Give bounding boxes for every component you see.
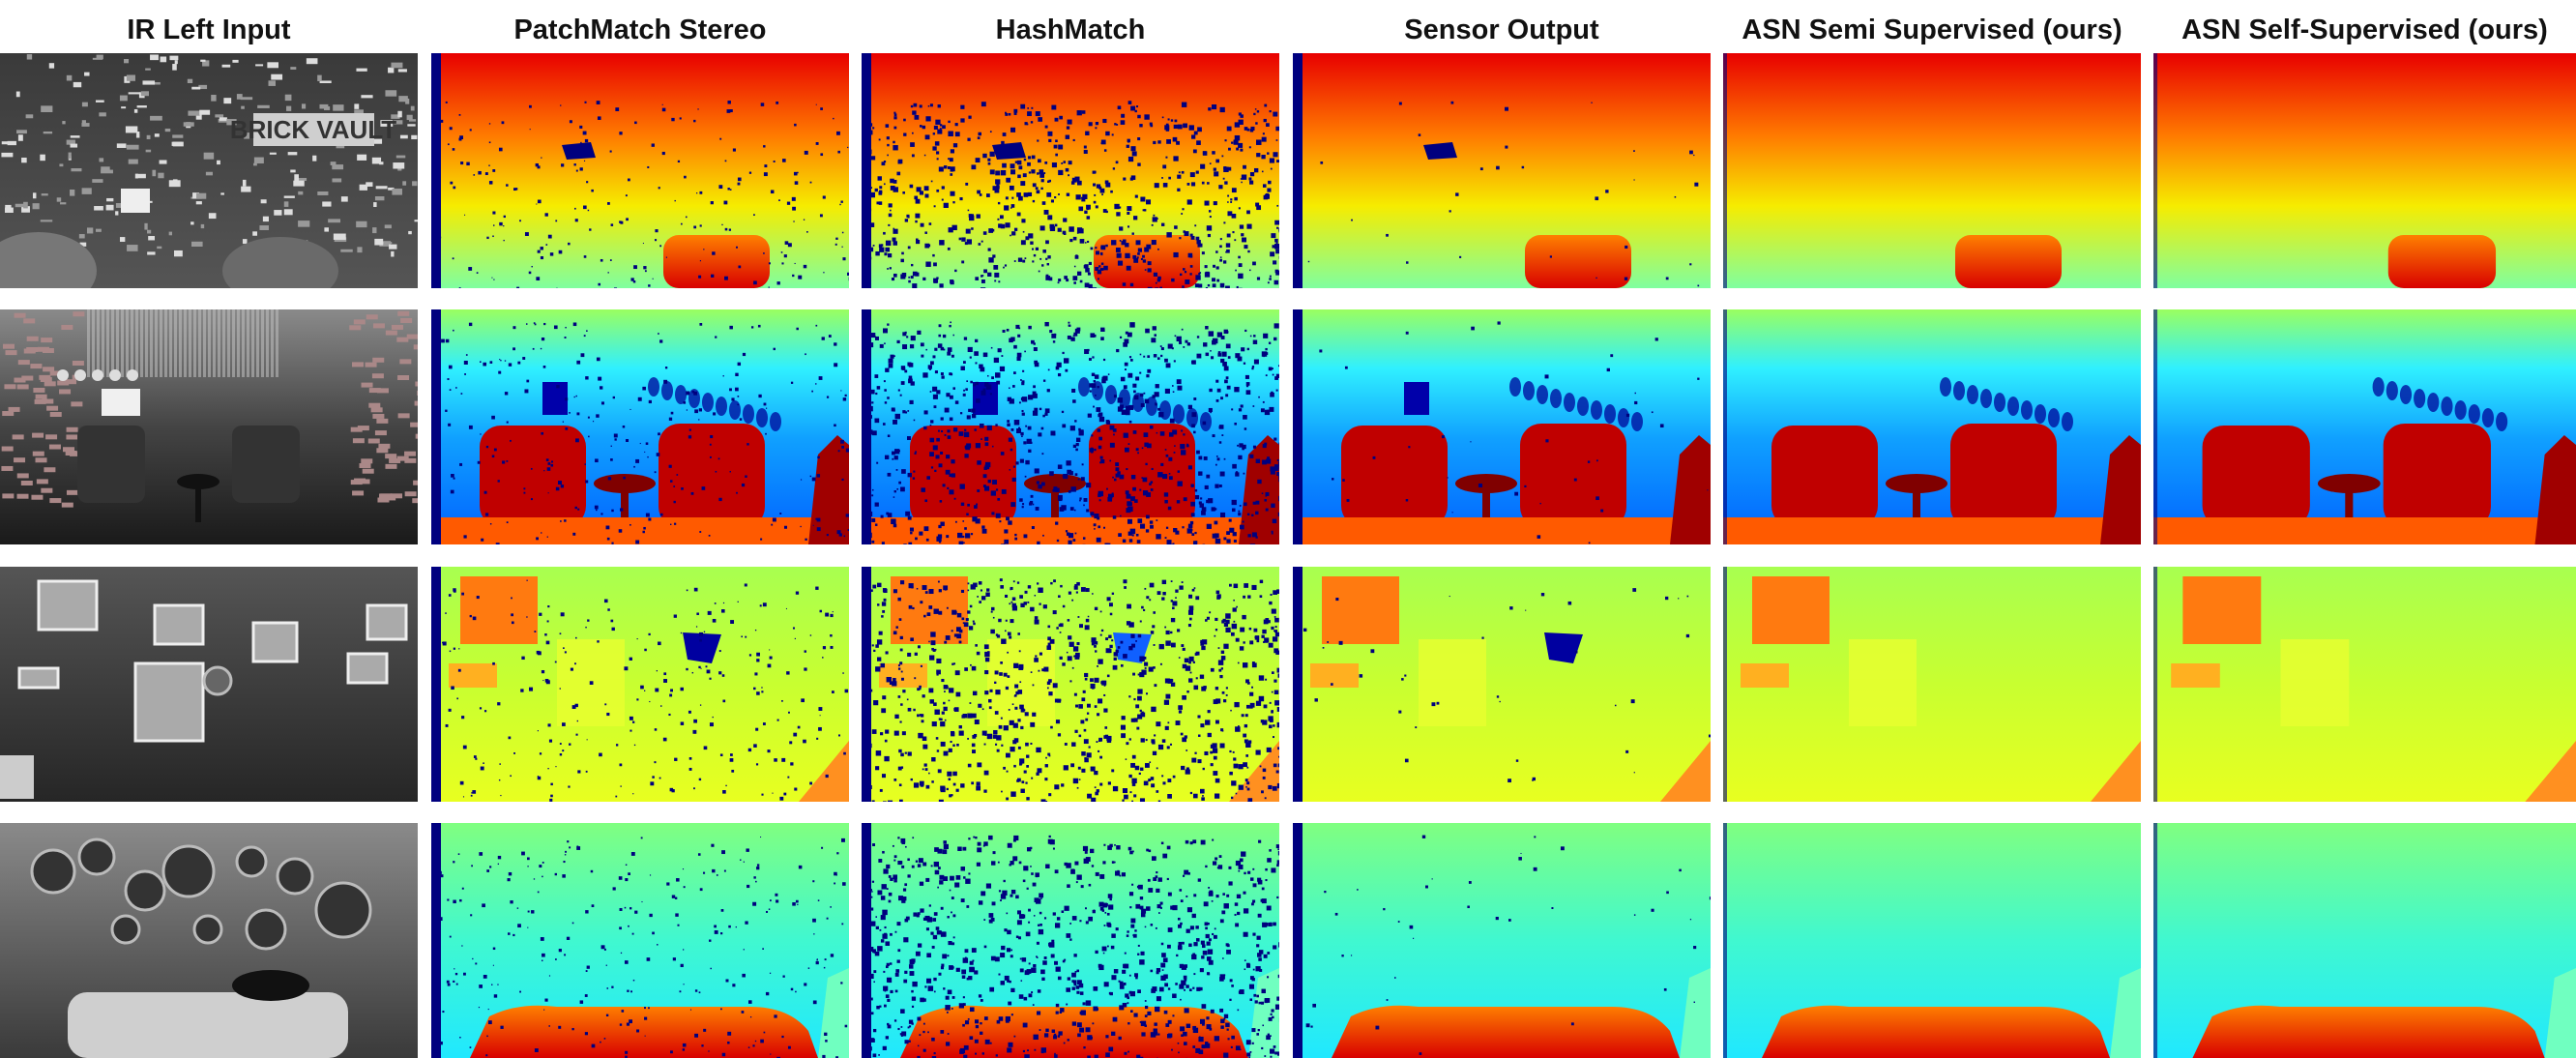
depth-map-image-brick-vault-wall <box>1293 53 1711 288</box>
ir-input-image-lounge-armchairs <box>0 309 418 544</box>
depth-map-image-framed-pictures-wall <box>431 567 849 802</box>
depth-map-image-lounge-armchairs <box>1723 309 2141 544</box>
column-title: PatchMatch Stereo <box>431 8 849 52</box>
column-title: HashMatch <box>862 8 1279 52</box>
depth-map-image-clocks-wall-sofa <box>2153 823 2576 1058</box>
depth-map-image-lounge-armchairs <box>2153 309 2576 544</box>
depth-map-image-clocks-wall-sofa <box>1723 823 2141 1058</box>
column-title: IR Left Input <box>0 8 418 52</box>
depth-map-image-brick-vault-wall <box>2153 53 2576 288</box>
depth-map-image-framed-pictures-wall <box>862 567 1279 802</box>
column-title: Sensor Output <box>1293 8 1711 52</box>
depth-map-image-framed-pictures-wall <box>1723 567 2141 802</box>
brick-vault-sign-text: BRICK VAULT <box>230 115 396 144</box>
depth-map-image-framed-pictures-wall <box>2153 567 2576 802</box>
column-title: ASN Self-Supervised (ours) <box>2153 8 2576 52</box>
depth-map-image-framed-pictures-wall <box>1293 567 1711 802</box>
depth-map-image-clocks-wall-sofa <box>862 823 1279 1058</box>
depth-map-image-clocks-wall-sofa <box>431 823 849 1058</box>
ir-input-image-brick-vault-wall: BRICK VAULT <box>0 53 418 288</box>
ir-input-image-framed-pictures-wall <box>0 567 418 802</box>
depth-map-image-brick-vault-wall <box>431 53 849 288</box>
depth-map-image-lounge-armchairs <box>1293 309 1711 544</box>
depth-map-image-brick-vault-wall <box>862 53 1279 288</box>
depth-map-image-clocks-wall-sofa <box>1293 823 1711 1058</box>
column-title: ASN Semi Supervised (ours) <box>1723 8 2141 52</box>
depth-map-image-lounge-armchairs <box>862 309 1279 544</box>
ir-input-image-clocks-wall-sofa <box>0 823 418 1058</box>
depth-map-image-brick-vault-wall <box>1723 53 2141 288</box>
depth-map-image-lounge-armchairs <box>431 309 849 544</box>
